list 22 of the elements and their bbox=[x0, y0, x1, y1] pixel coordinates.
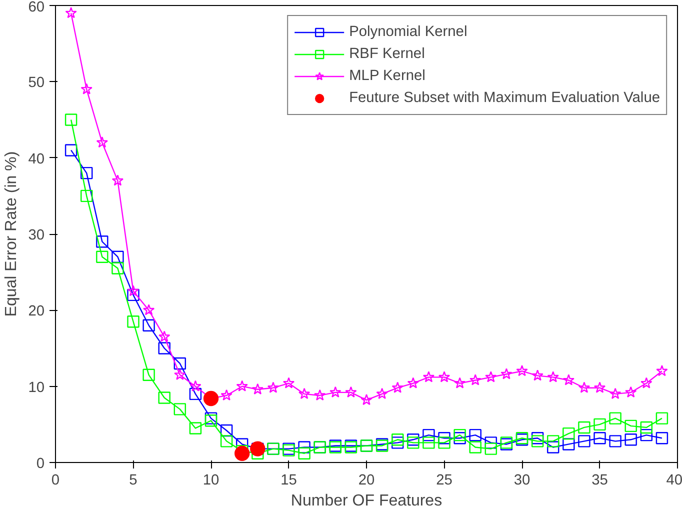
x-axis-title: Number OF Features bbox=[290, 492, 442, 510]
x-tick-label: 0 bbox=[51, 472, 60, 488]
x-tick-label: 35 bbox=[592, 472, 608, 488]
x-tick-label: 30 bbox=[514, 472, 530, 488]
legend-label: MLP Kernel bbox=[349, 68, 426, 84]
legend-label: Polynomial Kernel bbox=[349, 24, 468, 40]
y-axis-title: Equal Error Rate (in %) bbox=[3, 151, 20, 317]
y-tick-label: 40 bbox=[28, 151, 45, 168]
y-tick-label: 60 bbox=[28, 0, 45, 16]
y-tick-label: 20 bbox=[28, 304, 45, 320]
y-tick-label: 10 bbox=[28, 380, 45, 396]
y-tick-label: 0 bbox=[36, 456, 45, 472]
x-tick-label: 15 bbox=[280, 472, 297, 488]
x-tick-label: 5 bbox=[129, 472, 138, 488]
x-tick-label: 25 bbox=[436, 472, 452, 488]
legend-label: Feuture Subset with Maximum Evaluation Value bbox=[349, 90, 660, 106]
legend-label: RBF Kernel bbox=[349, 46, 425, 62]
x-tick-label: 10 bbox=[202, 472, 220, 488]
y-tick-label: 30 bbox=[28, 228, 45, 244]
y-tick-label: 50 bbox=[28, 75, 45, 92]
x-tick-label: 20 bbox=[358, 472, 375, 488]
x-tick-label: 40 bbox=[666, 472, 682, 488]
